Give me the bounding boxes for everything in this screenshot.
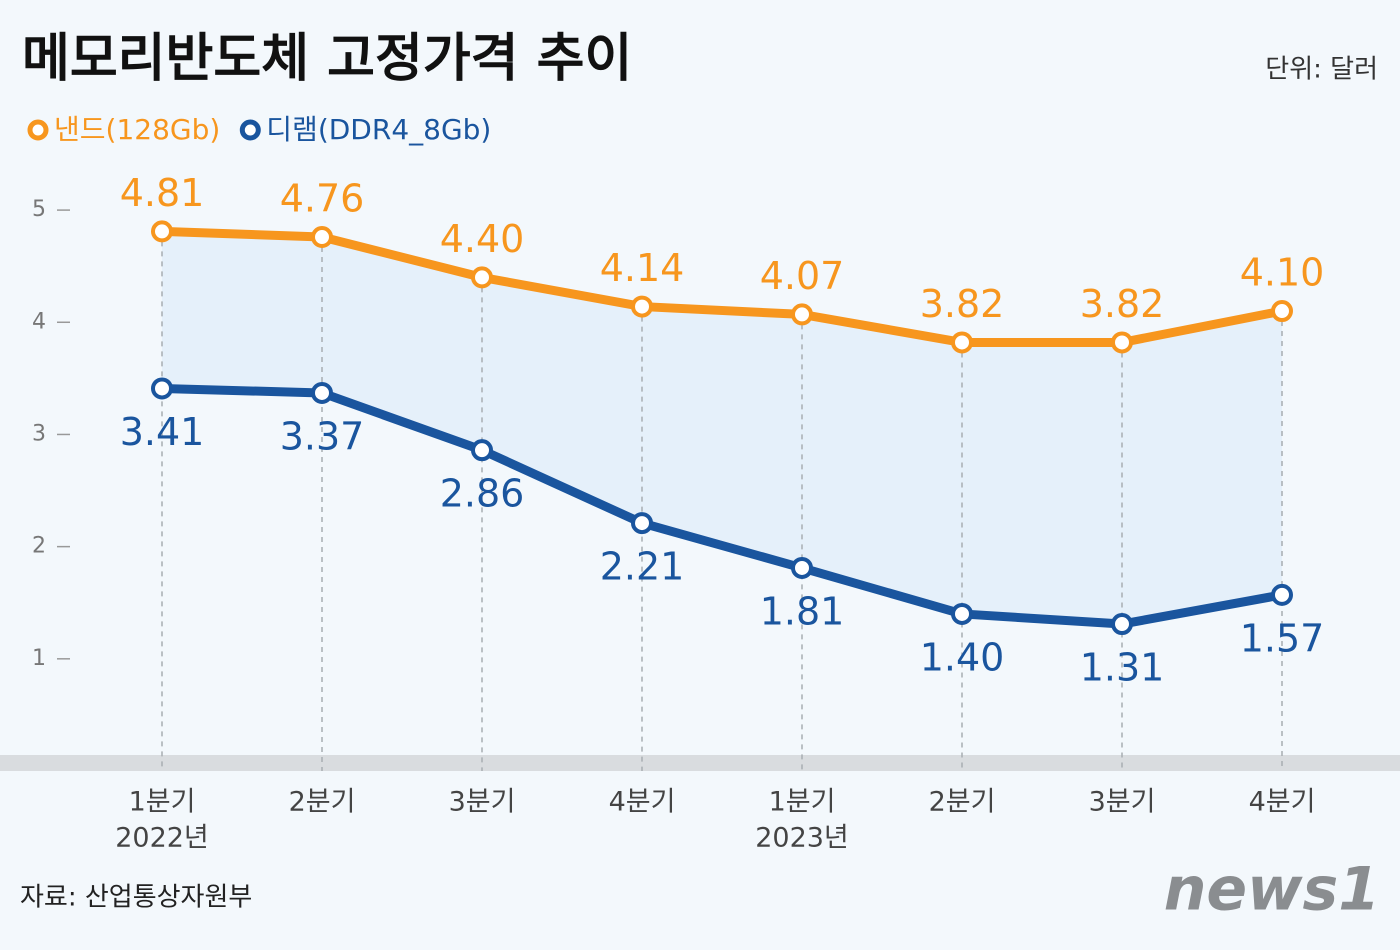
y-tick-label: 4 <box>32 309 46 334</box>
value-label: 1.57 <box>1240 616 1325 660</box>
x-year-label: 2023년 <box>755 823 849 854</box>
point <box>631 295 653 318</box>
point <box>471 439 493 462</box>
point <box>791 556 813 579</box>
series-line <box>161 383 1283 629</box>
legend-marker <box>239 119 261 141</box>
x-tick-label: 2분기 <box>289 787 356 818</box>
point <box>951 331 973 354</box>
x-tick-label: 1분기 <box>769 787 836 818</box>
value-label: 1.31 <box>1080 646 1165 690</box>
value-label: 2.86 <box>440 472 525 516</box>
y-tick-label: 5 <box>32 197 46 222</box>
x-year-label: 2022년 <box>115 823 209 854</box>
x-tick-label: 4분기 <box>1249 787 1316 818</box>
y-tick-label: 1 <box>32 646 46 671</box>
series-line <box>161 226 1283 347</box>
value-label: 4.76 <box>280 177 365 221</box>
value-label: 1.40 <box>920 635 1005 679</box>
point <box>311 381 333 404</box>
point <box>631 512 653 535</box>
x-tick-label: 1분기 <box>129 787 196 818</box>
legend-label: 낸드(128Gb) <box>54 113 220 146</box>
value-label: 3.82 <box>920 282 1005 326</box>
value-label: 4.14 <box>600 246 685 290</box>
x-tick-label: 3분기 <box>449 787 516 818</box>
legend: 낸드(128Gb) 디램(DDR4_8Gb) <box>27 113 491 146</box>
point <box>1271 583 1293 606</box>
point <box>311 226 333 249</box>
value-label: 4.10 <box>1240 251 1325 295</box>
gap-area <box>162 231 1282 625</box>
value-label: 4.81 <box>120 171 205 215</box>
x-tick-label: 3분기 <box>1089 787 1156 818</box>
x-tick-label: 2분기 <box>929 787 996 818</box>
point <box>1111 613 1133 636</box>
point <box>151 377 173 400</box>
point <box>1111 331 1133 354</box>
value-label: 4.40 <box>440 217 525 261</box>
point <box>951 602 973 625</box>
source: 자료: 산업통상자원부 <box>20 883 252 913</box>
legend-marker <box>27 119 49 141</box>
y-tick-label: 3 <box>32 421 46 446</box>
point <box>471 266 493 289</box>
value-label: 3.41 <box>120 410 205 454</box>
point <box>791 303 813 326</box>
chart-title: 메모리반도체 고정가격 추이 <box>22 29 632 89</box>
value-label: 3.37 <box>280 414 365 458</box>
unit-label: 단위: 달러 <box>1265 55 1378 85</box>
legend-label: 디램(DDR4_8Gb) <box>266 113 491 146</box>
point <box>1271 300 1293 323</box>
baseline-band <box>0 755 1400 771</box>
logo: news1 <box>1164 855 1380 925</box>
point <box>151 220 173 243</box>
y-tick-label: 2 <box>32 534 46 559</box>
x-tick-label: 4분기 <box>609 787 676 818</box>
value-label: 4.07 <box>760 254 845 298</box>
value-label: 3.82 <box>1080 282 1165 326</box>
value-label: 2.21 <box>600 545 685 589</box>
value-label: 1.81 <box>760 589 845 633</box>
